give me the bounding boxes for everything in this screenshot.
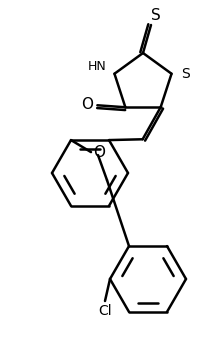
Text: HN: HN bbox=[88, 60, 106, 73]
Text: S: S bbox=[181, 67, 190, 81]
Text: O: O bbox=[81, 97, 93, 112]
Text: O: O bbox=[93, 145, 105, 160]
Text: S: S bbox=[151, 7, 161, 22]
Text: Cl: Cl bbox=[98, 304, 112, 318]
